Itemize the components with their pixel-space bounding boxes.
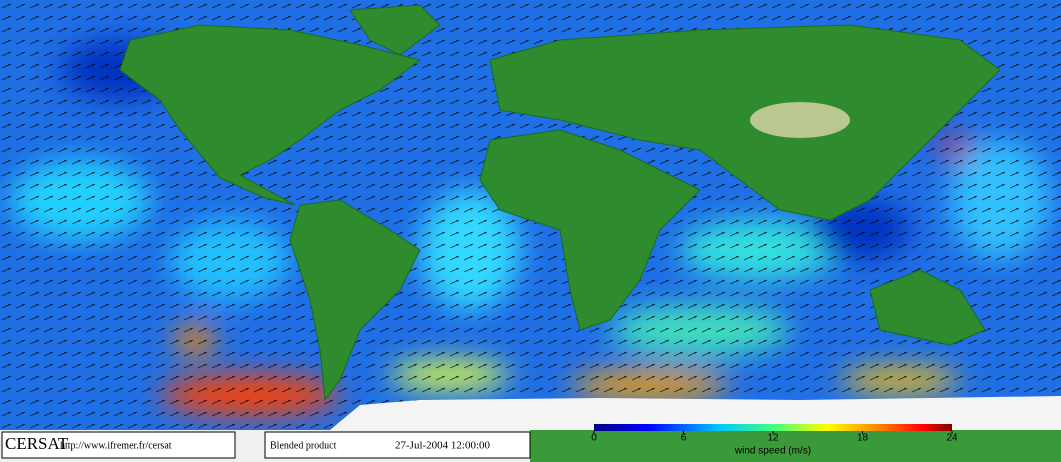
south-america [289, 199, 421, 402]
plateau [750, 102, 850, 138]
url: http://www.ifremer.fr/cersat [60, 440, 172, 451]
footer-land [530, 430, 1061, 462]
colorbar-tick-label: 6 [681, 433, 687, 444]
product: Blended product [270, 440, 337, 451]
north-america [119, 24, 422, 206]
africa [479, 129, 701, 331]
date: 27-Jul-2004 12:00:00 [395, 440, 491, 452]
antarctica [330, 396, 1061, 430]
product-box [264, 431, 531, 459]
colorbar-label: wind speed (m/s) [734, 446, 811, 457]
land [119, 4, 1001, 402]
colorbar-tick-label: 18 [857, 433, 869, 444]
greenland [349, 4, 441, 56]
australia [869, 269, 986, 346]
colorbar [594, 424, 952, 431]
logo-box [1, 431, 236, 459]
colorbar-tick-label: 12 [767, 433, 779, 444]
logo: CERSAT [5, 434, 69, 453]
colorbar-tick-label: 0 [591, 433, 597, 444]
eurasia [489, 24, 1001, 221]
colorbar-tick-label: 24 [946, 433, 958, 444]
